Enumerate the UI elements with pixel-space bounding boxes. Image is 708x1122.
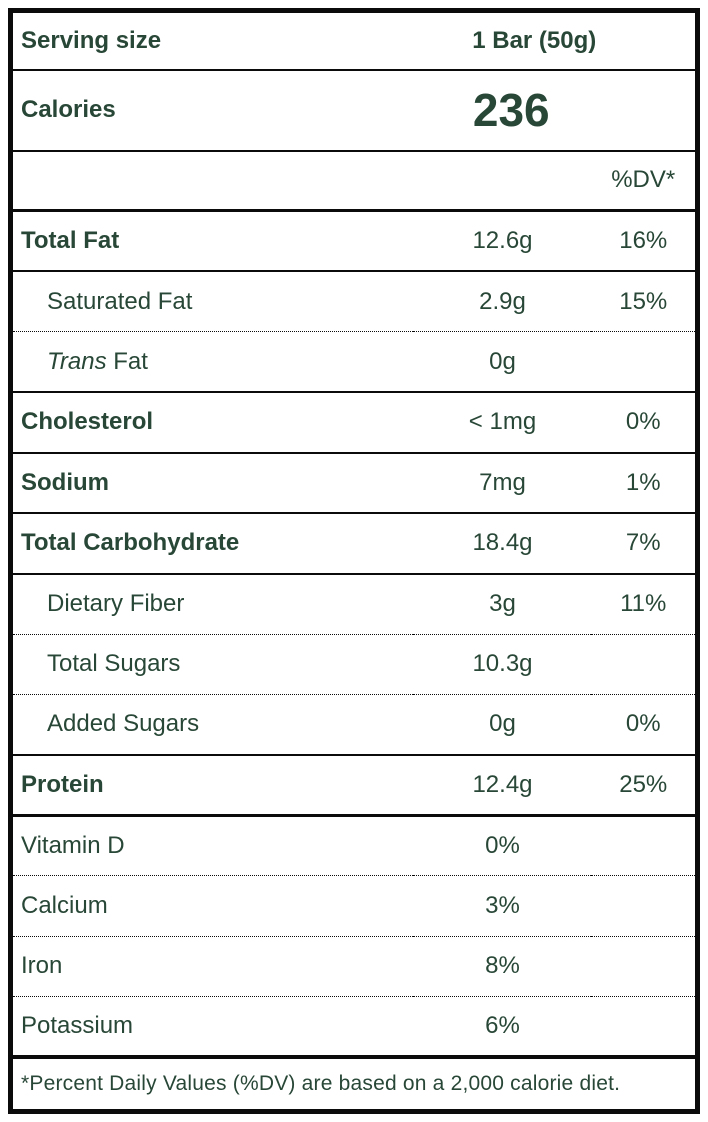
nutrient-row-added-sugars: Added Sugars 0g 0% xyxy=(10,694,698,756)
dv-header-row: %DV* xyxy=(10,150,698,213)
nutrient-dv xyxy=(591,634,698,695)
serving-size-value: 1 Bar (50g) xyxy=(413,10,698,71)
nutrient-dv xyxy=(591,331,698,394)
nutrient-name: Cholesterol xyxy=(10,392,414,454)
calories-row: Calories 236 xyxy=(10,69,698,152)
nutrient-row-trans-fat: Trans Fat 0g xyxy=(10,331,698,394)
nutrient-name: Vitamin D xyxy=(10,815,414,877)
nutrient-row-total-carbohydrate: Total Carbohydrate 18.4g 7% xyxy=(10,513,698,575)
nutrient-amount: 10.3g xyxy=(413,634,592,695)
nutrition-facts-table: Serving size 1 Bar (50g) Calories 236 %D… xyxy=(8,8,700,1114)
nutrient-row-potassium: Potassium 6% xyxy=(10,996,698,1060)
nutrient-row-vitamin-d: Vitamin D 0% xyxy=(10,815,698,877)
nutrient-amount: 0g xyxy=(413,331,592,394)
trans-rest-text: Fat xyxy=(106,347,148,375)
nutrient-row-iron: Iron 8% xyxy=(10,936,698,998)
nutrient-dv: 16% xyxy=(591,210,698,273)
nutrient-name: Sodium xyxy=(10,452,414,515)
dv-header-label: %DV* xyxy=(591,150,698,213)
nutrient-amount: 18.4g xyxy=(413,513,592,575)
nutrient-row-total-fat: Total Fat 12.6g 16% xyxy=(10,210,698,273)
nutrient-dv: 11% xyxy=(591,573,698,635)
nutrient-amount: 0g xyxy=(413,694,592,756)
nutrient-dv xyxy=(591,996,698,1060)
nutrient-amount: 8% xyxy=(413,936,592,998)
nutrient-dv: 15% xyxy=(591,271,698,333)
nutrient-name: Trans Fat xyxy=(10,331,414,394)
trans-italic-text: Trans xyxy=(47,347,107,375)
nutrient-amount: 7mg xyxy=(413,452,592,515)
nutrient-amount: < 1mg xyxy=(413,392,592,454)
nutrient-name: Dietary Fiber xyxy=(10,573,414,635)
nutrient-name: Total Fat xyxy=(10,210,414,273)
footnote-text: *Percent Daily Values (%DV) are based on… xyxy=(21,1072,621,1096)
dv-header-spacer xyxy=(413,150,592,213)
nutrient-amount: 3% xyxy=(413,875,592,937)
nutrient-dv: 0% xyxy=(591,392,698,454)
nutrient-dv: 7% xyxy=(591,513,698,575)
nutrient-row-saturated-fat: Saturated Fat 2.9g 15% xyxy=(10,271,698,333)
serving-size-label: Serving size xyxy=(10,10,414,71)
calories-label: Calories xyxy=(10,69,414,152)
nutrient-dv xyxy=(591,936,698,998)
nutrient-name: Total Sugars xyxy=(10,634,414,695)
nutrient-dv xyxy=(591,875,698,937)
serving-size-row: Serving size 1 Bar (50g) xyxy=(10,10,698,71)
nutrient-dv: 0% xyxy=(591,694,698,756)
nutrient-row-calcium: Calcium 3% xyxy=(10,875,698,937)
nutrient-amount: 0% xyxy=(413,815,592,877)
nutrient-amount: 12.4g xyxy=(413,754,592,817)
nutrient-amount: 12.6g xyxy=(413,210,592,273)
nutrient-name: Saturated Fat xyxy=(10,271,414,333)
nutrient-row-sodium: Sodium 7mg 1% xyxy=(10,452,698,515)
dv-header-spacer xyxy=(10,150,414,213)
nutrient-dv: 25% xyxy=(591,754,698,817)
nutrient-name: Added Sugars xyxy=(10,694,414,756)
nutrient-row-dietary-fiber: Dietary Fiber 3g 11% xyxy=(10,573,698,635)
nutrient-row-total-sugars: Total Sugars 10.3g xyxy=(10,634,698,695)
nutrient-name: Iron xyxy=(10,936,414,998)
nutrient-name: Calcium xyxy=(10,875,414,937)
nutrient-amount: 6% xyxy=(413,996,592,1060)
footnote-row: *Percent Daily Values (%DV) are based on… xyxy=(11,1057,698,1111)
nutrient-dv: 1% xyxy=(591,452,698,515)
nutrient-row-cholesterol: Cholesterol < 1mg 0% xyxy=(10,392,698,454)
nutrient-name: Protein xyxy=(10,754,414,817)
calories-value: 236 xyxy=(413,69,698,152)
nutrient-dv xyxy=(591,815,698,877)
nutrient-amount: 3g xyxy=(413,573,592,635)
nutrient-name: Total Carbohydrate xyxy=(10,513,414,575)
nutrient-name: Potassium xyxy=(10,996,414,1060)
nutrient-amount: 2.9g xyxy=(413,271,592,333)
nutrient-row-protein: Protein 12.4g 25% xyxy=(10,754,698,817)
